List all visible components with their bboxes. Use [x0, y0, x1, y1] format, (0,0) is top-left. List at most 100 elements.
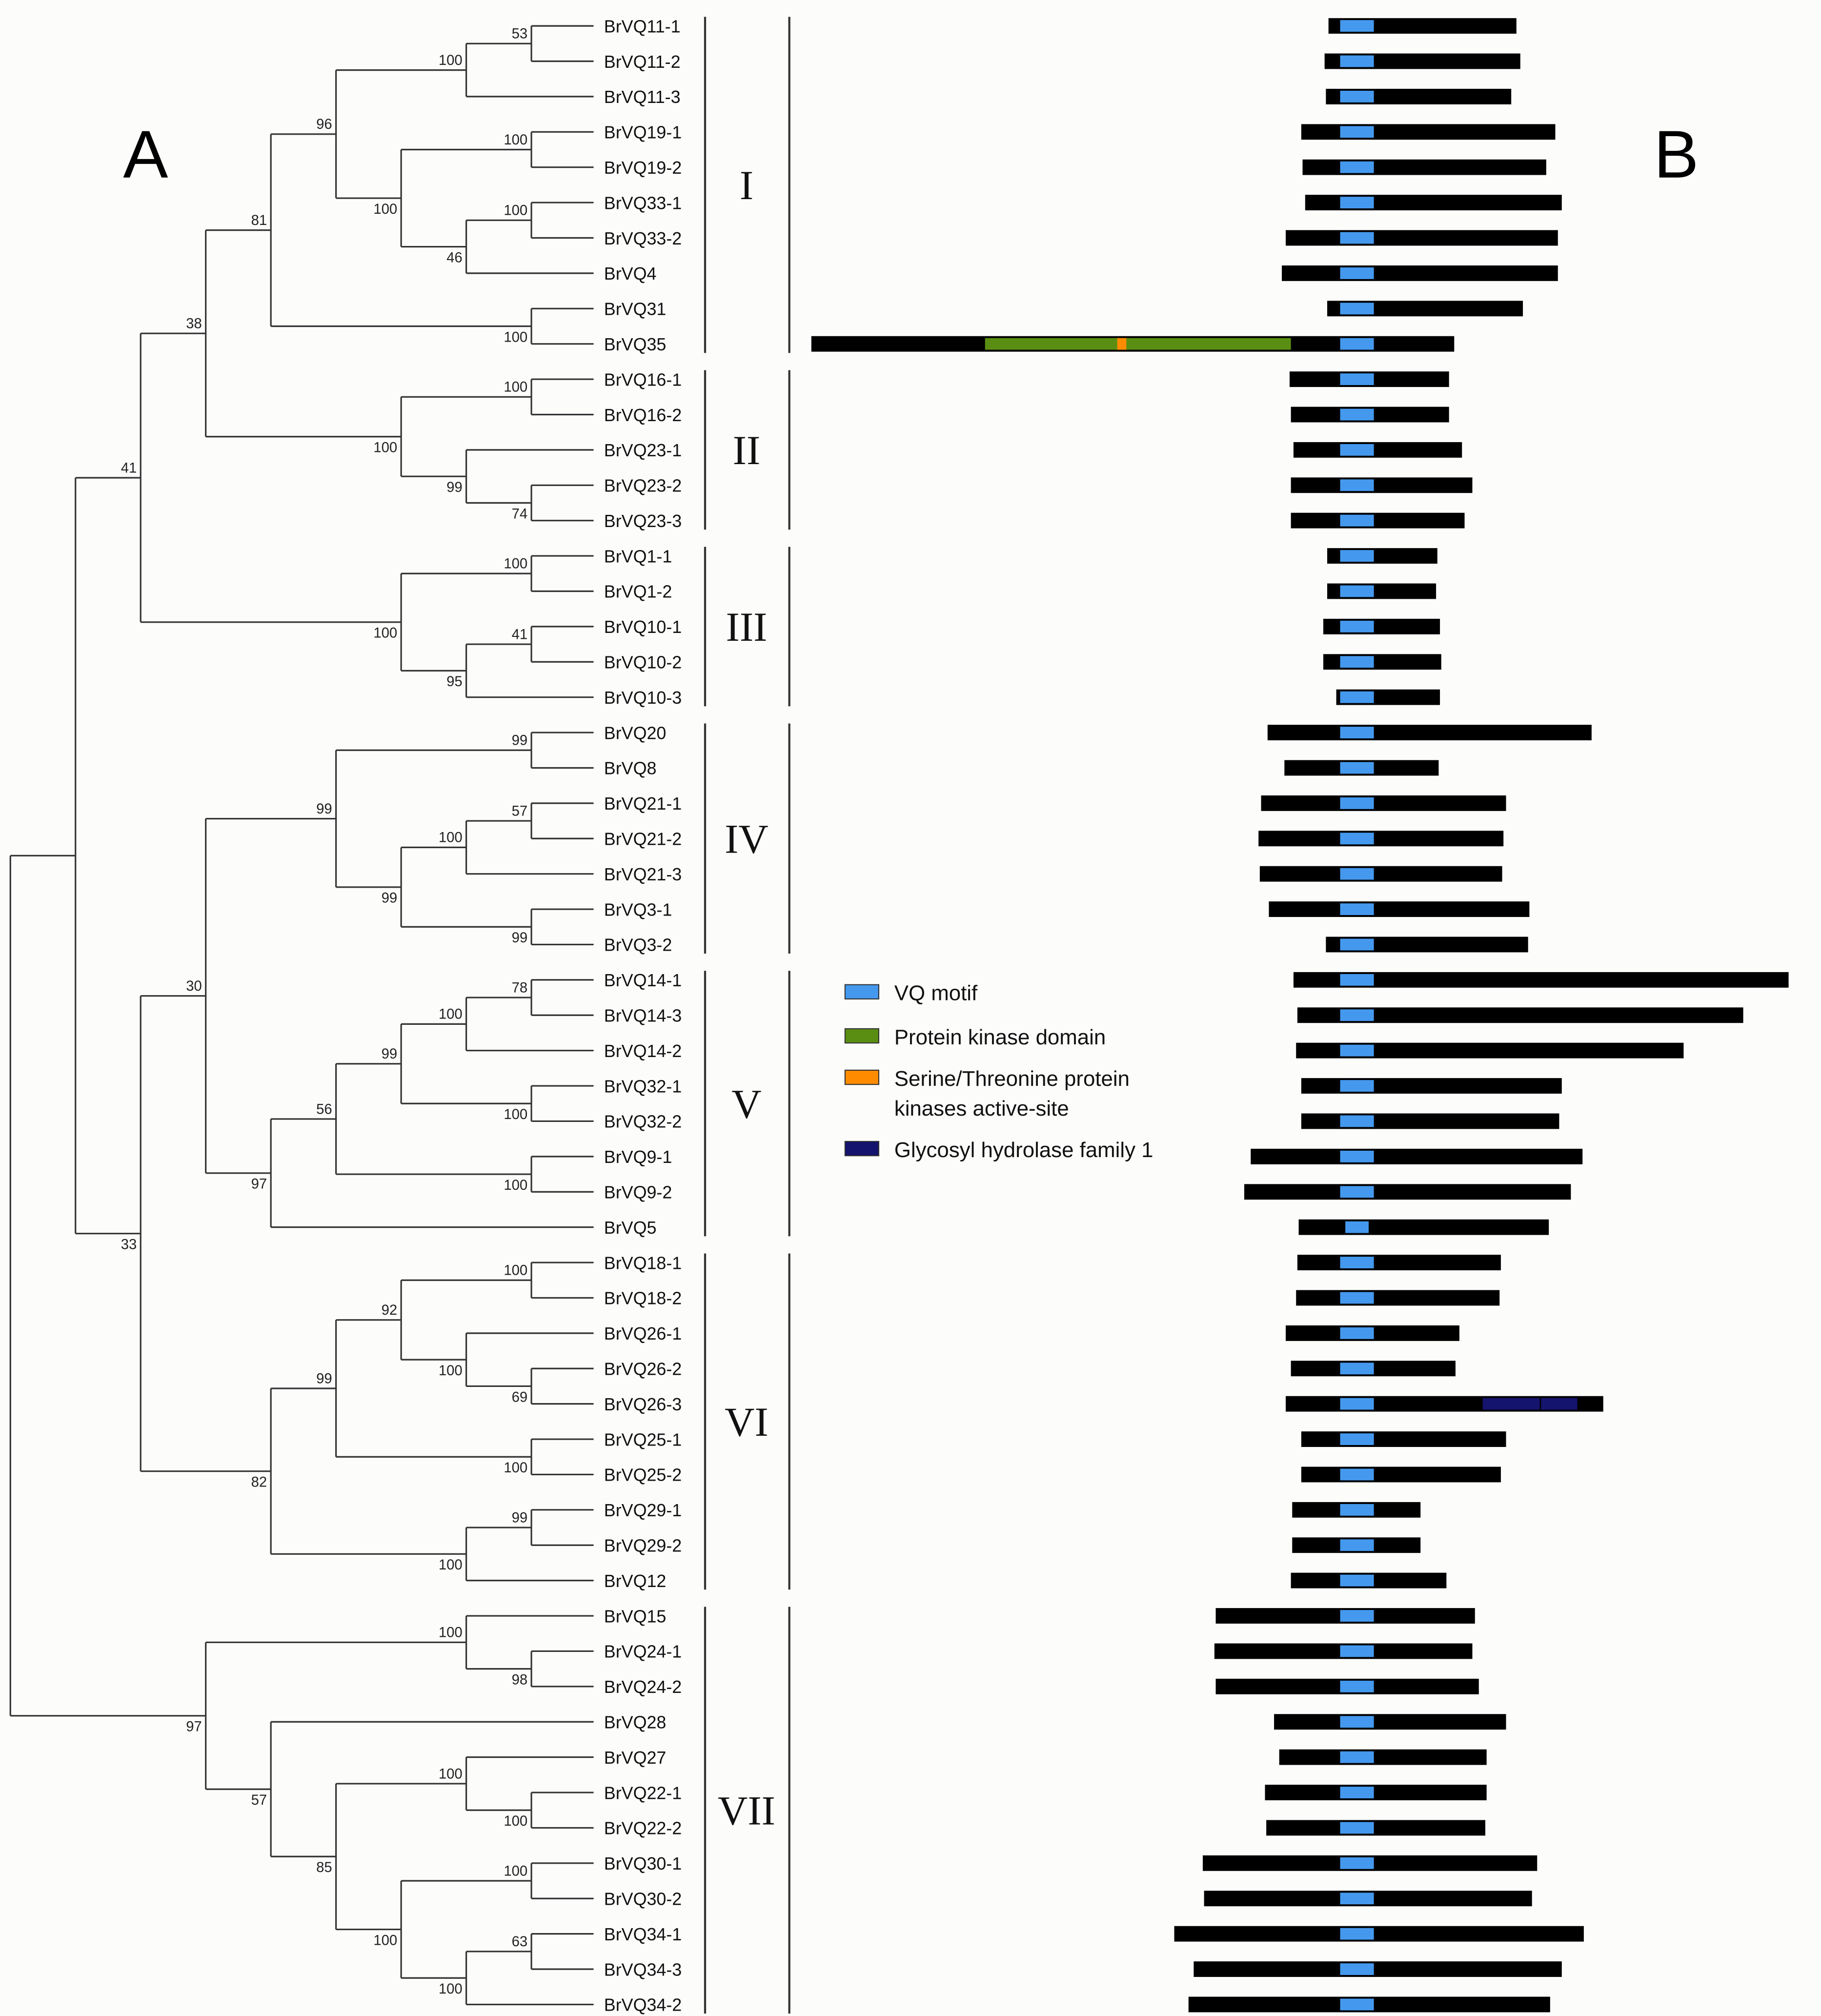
- protein-bar: [1293, 442, 1462, 458]
- vq-motif: [1340, 974, 1374, 986]
- bootstrap-value: 96: [316, 117, 332, 132]
- protein-BrVQ16-2: [1291, 407, 1449, 423]
- vq-motif: [1340, 1327, 1374, 1339]
- bootstrap-value: 99: [316, 801, 332, 817]
- vq-motif: [1340, 1822, 1374, 1834]
- protein-BrVQ26-3: [1285, 1396, 1603, 1412]
- kinase-domain: [985, 338, 1291, 350]
- bootstrap-value: 92: [382, 1303, 397, 1318]
- protein-bar: [1293, 972, 1789, 988]
- protein-bar: [1291, 477, 1473, 493]
- bootstrap-value: 100: [373, 202, 397, 217]
- gene-label: BrVQ15: [604, 1607, 667, 1626]
- bootstrap-value: 100: [439, 1625, 463, 1641]
- protein-bar: [1274, 1714, 1506, 1730]
- protein-bar: [1258, 831, 1504, 847]
- bootstrap-value: 99: [382, 891, 397, 906]
- vq-motif: [1340, 1998, 1374, 2011]
- vq-motif: [1340, 479, 1374, 491]
- legend-swatch-kinase: [844, 1028, 879, 1044]
- vq-motif: [1340, 444, 1374, 456]
- vq-motif: [1340, 1787, 1374, 1798]
- bootstrap-value: 56: [316, 1101, 332, 1117]
- gene-label: BrVQ23-1: [604, 441, 682, 460]
- protein-BrVQ34-2: [1188, 1996, 1550, 2013]
- vq-motif: [1340, 691, 1374, 703]
- protein-BrVQ9-1: [1251, 1148, 1583, 1164]
- bootstrap-value: 78: [512, 980, 527, 996]
- gene-label: BrVQ24-1: [604, 1642, 682, 1662]
- protein-bar: [1285, 230, 1558, 246]
- protein-BrVQ4: [1282, 265, 1558, 281]
- vq-motif: [1340, 1080, 1374, 1092]
- bootstrap-value: 100: [373, 626, 397, 641]
- protein-bar: [1259, 866, 1502, 882]
- gene-label: BrVQ28: [604, 1713, 667, 1732]
- protein-BrVQ26-2: [1291, 1361, 1456, 1377]
- gene-label: BrVQ8: [604, 759, 657, 778]
- gene-label: BrVQ3-2: [604, 936, 672, 955]
- protein-BrVQ31: [1327, 301, 1523, 317]
- protein-BrVQ12: [1291, 1572, 1447, 1588]
- gene-label: BrVQ21-3: [604, 865, 682, 884]
- gene-label: BrVQ18-1: [604, 1253, 682, 1273]
- bootstrap-value: 33: [121, 1237, 137, 1253]
- gene-label: BrVQ34-2: [604, 1996, 682, 2015]
- protein-BrVQ25-1: [1301, 1431, 1506, 1447]
- gene-label: BrVQ14-2: [604, 1041, 682, 1061]
- vq-motif: [1340, 1292, 1374, 1304]
- gene-label: BrVQ3-1: [604, 900, 672, 919]
- clade-label: V: [731, 1081, 761, 1127]
- gene-label: BrVQ26-3: [604, 1395, 682, 1414]
- gene-label: BrVQ5: [604, 1218, 657, 1238]
- legend-label-st: Serine/Threonine protein: [894, 1067, 1130, 1091]
- protein-BrVQ26-1: [1285, 1325, 1459, 1341]
- protein-bar: [1279, 1749, 1487, 1765]
- bootstrap-value: 53: [512, 26, 527, 42]
- gene-label: BrVQ21-2: [604, 830, 682, 849]
- protein-bar: [1301, 1431, 1506, 1447]
- vq-motif: [1340, 1433, 1374, 1445]
- clade-label: VI: [725, 1399, 769, 1445]
- protein-BrVQ29-1: [1292, 1502, 1421, 1518]
- vq-motif: [1340, 585, 1374, 597]
- protein-BrVQ19-2: [1302, 159, 1546, 175]
- legend-label-st-line2: kinases active-site: [894, 1097, 1069, 1120]
- gene-label: BrVQ25-1: [604, 1430, 682, 1449]
- protein-bar: [1265, 1785, 1487, 1800]
- domain-legend: VQ motif Protein kinase domain Serine/Thre…: [844, 981, 1153, 1162]
- protein-BrVQ14-1: [1293, 972, 1789, 988]
- bootstrap-value: 99: [446, 480, 462, 495]
- bootstrap-value: 74: [512, 506, 527, 522]
- protein-bar: [1298, 1219, 1549, 1235]
- vq-motif: [1340, 1150, 1374, 1162]
- vq-motif: [1340, 1574, 1374, 1587]
- protein-bar: [1297, 1255, 1501, 1270]
- protein-bar: [1301, 124, 1556, 140]
- bootstrap-value: 100: [504, 1263, 527, 1279]
- protein-BrVQ10-1: [1323, 618, 1440, 634]
- vq-motif: [1340, 232, 1374, 244]
- bootstrap-value: 97: [186, 1719, 202, 1735]
- protein-BrVQ1-2: [1327, 583, 1437, 599]
- vq-motif: [1340, 197, 1374, 209]
- protein-BrVQ15: [1215, 1608, 1475, 1624]
- gene-label: BrVQ33-1: [604, 193, 682, 213]
- bootstrap-value: 85: [316, 1860, 332, 1875]
- protein-bar: [1266, 1820, 1486, 1836]
- vq-motif: [1340, 408, 1374, 421]
- protein-bar: [1301, 1466, 1501, 1483]
- vq-motif: [1340, 903, 1374, 916]
- gene-label: BrVQ32-2: [604, 1112, 682, 1132]
- vq-motif: [1340, 1610, 1374, 1622]
- bootstrap-value: 100: [439, 1557, 463, 1573]
- gene-label: BrVQ10-2: [604, 653, 682, 672]
- protein-BrVQ3-2: [1326, 937, 1528, 953]
- bootstrap-value: 100: [504, 1107, 527, 1122]
- vq-motif: [1340, 1893, 1374, 1905]
- protein-bar: [1282, 265, 1558, 281]
- vq-motif: [1340, 1928, 1374, 1940]
- protein-BrVQ23-3: [1291, 512, 1465, 529]
